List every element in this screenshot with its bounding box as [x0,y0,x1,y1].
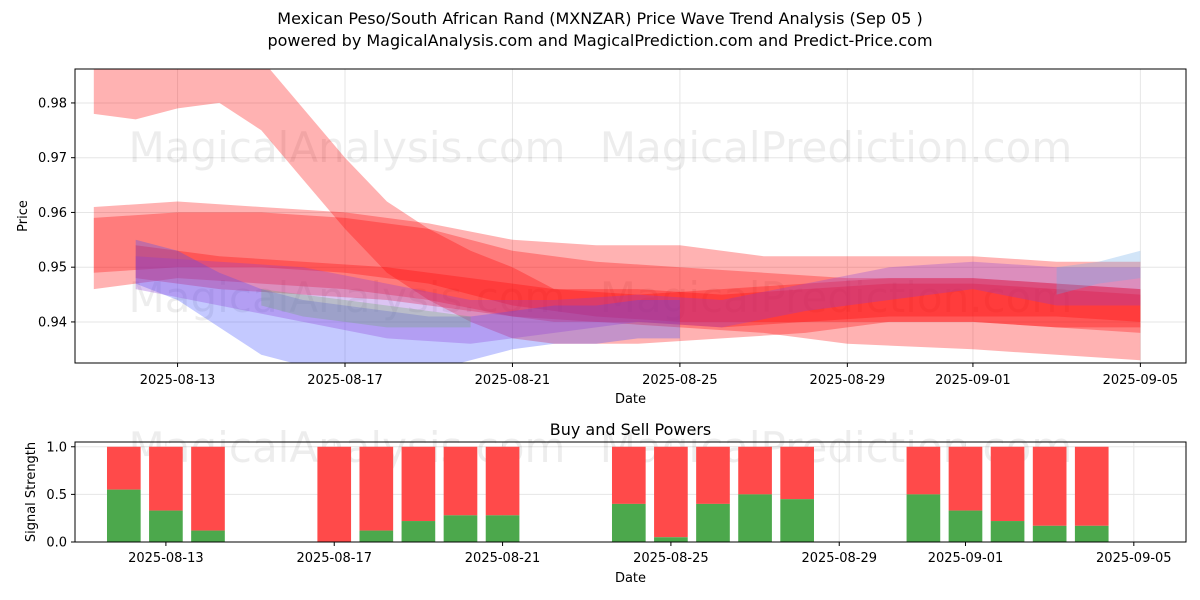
buy-power-bar [990,521,1025,542]
y-tick-label: 0.95 [38,261,67,276]
y-tick-label: 0.97 [38,151,67,166]
buy-power-bar [485,515,520,542]
price-wave-band [1056,250,1141,295]
x-tick-label: 2025-09-01 [928,551,1004,566]
buy-power-bar [149,510,183,542]
x-axis-label: Date [615,571,646,586]
sell-power-bar [149,446,183,511]
x-tick-label: 2025-08-29 [810,373,886,388]
price-wave-band [135,239,680,363]
chart-title: Mexican Peso/South African Rand (MXNZAR)… [277,9,923,28]
sell-power-bar [106,446,141,490]
sell-power-bar [948,446,983,511]
y-tick-label: 0.96 [38,206,67,221]
sell-power-bar [738,446,772,495]
band-layer [93,69,1141,363]
buy-power-bar [106,489,141,542]
price-wave-band [93,212,1141,328]
x-tick-label: 2025-09-05 [1096,551,1172,566]
y-axis-label: Signal Strength [24,442,39,542]
sell-power-bar [611,446,646,504]
sell-power-bar [485,446,520,516]
y-tick-label: 0.5 [46,488,67,503]
y-tick-label: 0.98 [38,96,67,111]
sell-power-bar [359,446,394,531]
sell-power-bar [317,446,352,542]
sell-power-bar [1032,446,1067,526]
price-wave-band [261,289,471,328]
buy-power-bar [906,494,941,542]
x-tick-label: 2025-09-01 [935,373,1011,388]
sell-power-bar [443,446,478,516]
sell-power-bar [654,446,688,538]
y-tick-label: 0.0 [46,536,67,551]
x-tick-label: 2025-08-25 [633,551,709,566]
x-tick-label: 2025-08-17 [307,373,383,388]
buy-power-bar [1032,525,1067,542]
sell-power-bar [906,446,941,495]
chart-subtitle: powered by MagicalAnalysis.com and Magic… [267,31,933,50]
buy-power-bar [359,530,394,542]
buy-power-bar [696,503,730,542]
price-wave-band [135,256,1141,344]
subplot-title: Buy and Sell Powers [550,420,712,439]
x-tick-label: 2025-08-29 [801,551,877,566]
x-tick-label: 2025-08-21 [465,551,541,566]
x-tick-label: 2025-08-25 [642,373,718,388]
x-tick-label: 2025-09-05 [1103,373,1179,388]
y-axis-label: Price [16,200,31,232]
plot-frame [74,441,1187,543]
sell-power-bar [780,446,814,500]
price-wave-band [135,245,1141,328]
price-wave-band [93,201,1141,361]
buy-power-bar [443,515,478,542]
price-wave-band [93,69,1141,344]
buy-power-bar [611,503,646,542]
buy-power-bar [948,510,983,542]
sell-power-bar [696,446,730,504]
plot-frame [74,68,1187,364]
sell-power-bar [401,446,436,522]
x-tick-label: 2025-08-21 [475,373,551,388]
buy-power-bar [191,530,225,542]
watermark-text: MagicalAnalysis.com [129,273,566,322]
watermark-text: MagicalAnalysis.com [129,123,566,172]
x-tick-label: 2025-08-13 [140,373,216,388]
x-tick-label: 2025-08-13 [128,551,204,566]
y-tick-label: 0.94 [38,315,67,330]
buy-power-bar [1074,525,1109,542]
x-tick-label: 2025-08-17 [296,551,372,566]
buy-power-bar [401,521,436,542]
buy-power-bar [738,494,772,542]
sell-power-bar [191,446,225,531]
x-axis-label: Date [615,392,646,407]
buy-power-bar [780,499,814,542]
sell-power-bar [1074,446,1109,526]
buy-power-bar [654,537,688,542]
sell-power-bar [990,446,1025,522]
y-tick-label: 1.0 [46,440,67,455]
watermark-text: MagicalPrediction.com [600,123,1073,172]
watermark-text: MagicalPrediction.com [600,273,1073,322]
